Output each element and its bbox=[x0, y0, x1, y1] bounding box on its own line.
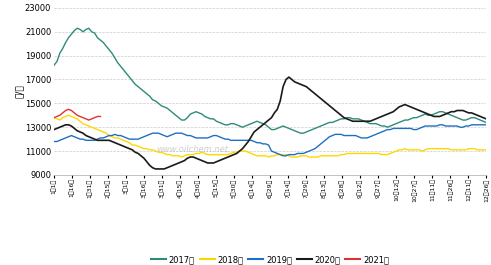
Text: www.oilchem.net: www.oilchem.net bbox=[156, 145, 228, 154]
Y-axis label: 元/吨: 元/吨 bbox=[14, 85, 24, 98]
Legend: 2017年, 2018年, 2019年, 2020年, 2021年: 2017年, 2018年, 2019年, 2020年, 2021年 bbox=[148, 252, 392, 265]
